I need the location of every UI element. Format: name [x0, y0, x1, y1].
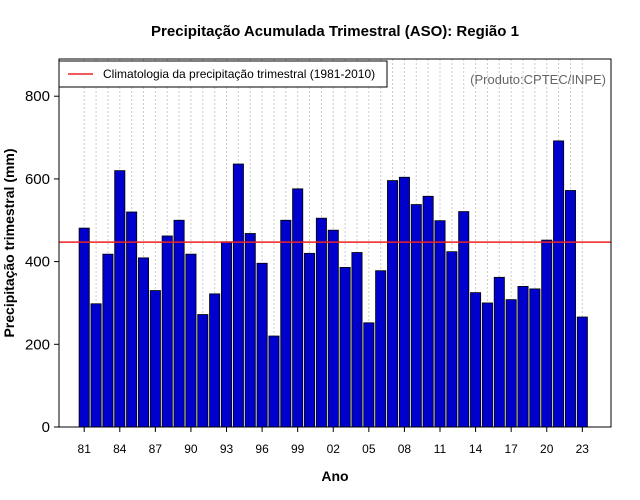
bar-1988 — [161, 235, 173, 428]
x-tick-label: 81 — [78, 442, 92, 456]
x-tick-label: 08 — [398, 442, 412, 456]
product-credit: (Produto:CPTEC/INPE) — [470, 72, 606, 87]
y-tick-label: 0 — [42, 419, 50, 436]
x-tick-label: 11 — [434, 442, 447, 456]
bar-2015 — [481, 302, 493, 428]
bar-2010 — [422, 195, 434, 428]
bar-2019 — [529, 288, 541, 428]
x-tick-label: 90 — [184, 442, 198, 456]
bar-2002 — [327, 229, 339, 428]
bar-2021 — [553, 140, 565, 428]
legend-label: Climatologia da precipitação trimestral … — [103, 67, 375, 81]
bar-2022 — [564, 190, 576, 428]
bar-1984 — [114, 170, 126, 428]
x-tick-label: 99 — [291, 442, 305, 456]
bar-2004 — [351, 252, 363, 428]
chart-title: Precipitação Acumulada Trimestral (ASO):… — [151, 23, 519, 40]
bar-1992 — [209, 293, 221, 428]
bar-2014 — [470, 292, 482, 428]
plot-frame — [58, 58, 612, 428]
bar-1982 — [90, 303, 102, 428]
bar-1990 — [185, 253, 197, 428]
y-tick-label: 400 — [25, 254, 50, 271]
bar-2012 — [446, 251, 458, 428]
bar-2023 — [576, 316, 588, 428]
bar-1997 — [268, 335, 280, 428]
x-tick-label: 96 — [255, 442, 269, 456]
bar-2000 — [304, 252, 316, 428]
x-tick-label: 17 — [504, 442, 518, 456]
x-tick-label: 93 — [220, 442, 234, 456]
y-axis-label: Precipitação trimestral (mm) — [1, 148, 17, 337]
bar-1999 — [292, 188, 304, 428]
bar-1994 — [232, 163, 244, 428]
bar-1991 — [197, 314, 209, 428]
bar-2001 — [315, 217, 327, 428]
x-tick-label: 20 — [540, 442, 554, 456]
bars-group — [78, 140, 588, 428]
bar-2009 — [410, 204, 422, 428]
bar-2008 — [398, 176, 410, 428]
bar-1985 — [126, 211, 138, 428]
bar-1986 — [137, 257, 149, 428]
bar-2006 — [375, 270, 387, 428]
bar-1993 — [221, 241, 233, 428]
x-tick-label: 23 — [576, 442, 590, 456]
y-axis: 0 200 400 600 800 — [25, 88, 59, 436]
y-tick-label: 800 — [25, 88, 50, 105]
bar-2003 — [339, 266, 351, 428]
bar-1998 — [280, 219, 292, 428]
bar-2013 — [458, 211, 470, 428]
bar-2017 — [505, 299, 517, 428]
bar-2011 — [434, 220, 446, 428]
bar-1983 — [102, 253, 114, 428]
bar-1989 — [173, 219, 185, 428]
x-axis: 81 84 87 90 93 96 99 02 05 08 11 14 17 20 23 — [78, 427, 590, 456]
x-tick-label: 87 — [149, 442, 163, 456]
y-tick-label: 200 — [25, 336, 50, 353]
bar-1981 — [78, 227, 90, 428]
bar-2018 — [517, 286, 529, 428]
bar-2007 — [387, 180, 399, 428]
x-axis-label: Ano — [321, 468, 348, 484]
legend: Climatologia da precipitação trimestral … — [58, 60, 388, 88]
bar-1987 — [149, 290, 161, 428]
bar-1995 — [244, 233, 256, 428]
bar-2005 — [363, 322, 375, 428]
x-tick-label: 14 — [469, 442, 483, 456]
legend-box — [58, 60, 388, 88]
x-tick-label: 02 — [327, 442, 341, 456]
x-tick-label: 84 — [113, 442, 127, 456]
bar-2016 — [493, 276, 505, 428]
x-tick-label: 05 — [362, 442, 376, 456]
y-tick-label: 600 — [25, 171, 50, 188]
bar-1996 — [256, 262, 268, 428]
bar-2020 — [541, 239, 553, 428]
